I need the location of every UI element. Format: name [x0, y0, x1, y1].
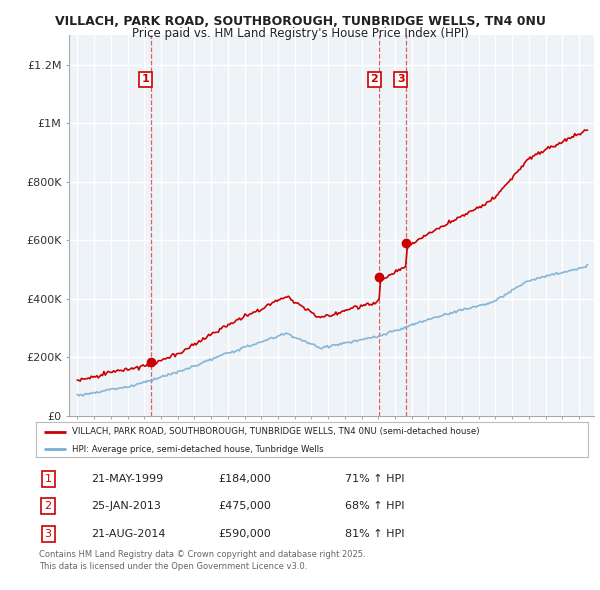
Text: £475,000: £475,000	[218, 502, 271, 512]
Text: 1: 1	[44, 474, 52, 484]
Text: 21-MAY-1999: 21-MAY-1999	[91, 474, 163, 484]
Text: VILLACH, PARK ROAD, SOUTHBOROUGH, TUNBRIDGE WELLS, TN4 0NU: VILLACH, PARK ROAD, SOUTHBOROUGH, TUNBRI…	[55, 15, 545, 28]
Text: 3: 3	[397, 74, 404, 84]
Text: 21-AUG-2014: 21-AUG-2014	[91, 529, 166, 539]
Text: 81% ↑ HPI: 81% ↑ HPI	[345, 529, 404, 539]
Text: £184,000: £184,000	[218, 474, 271, 484]
Text: 71% ↑ HPI: 71% ↑ HPI	[345, 474, 404, 484]
Text: 2: 2	[44, 502, 52, 512]
Text: Contains HM Land Registry data © Crown copyright and database right 2025.
This d: Contains HM Land Registry data © Crown c…	[39, 550, 365, 571]
Text: 25-JAN-2013: 25-JAN-2013	[91, 502, 161, 512]
Text: 68% ↑ HPI: 68% ↑ HPI	[345, 502, 404, 512]
Text: £590,000: £590,000	[218, 529, 271, 539]
Text: Price paid vs. HM Land Registry's House Price Index (HPI): Price paid vs. HM Land Registry's House …	[131, 27, 469, 40]
Text: 3: 3	[44, 529, 52, 539]
Text: HPI: Average price, semi-detached house, Tunbridge Wells: HPI: Average price, semi-detached house,…	[72, 445, 323, 454]
Text: 2: 2	[371, 74, 379, 84]
Text: 1: 1	[142, 74, 149, 84]
Text: VILLACH, PARK ROAD, SOUTHBOROUGH, TUNBRIDGE WELLS, TN4 0NU (semi-detached house): VILLACH, PARK ROAD, SOUTHBOROUGH, TUNBRI…	[72, 427, 479, 436]
